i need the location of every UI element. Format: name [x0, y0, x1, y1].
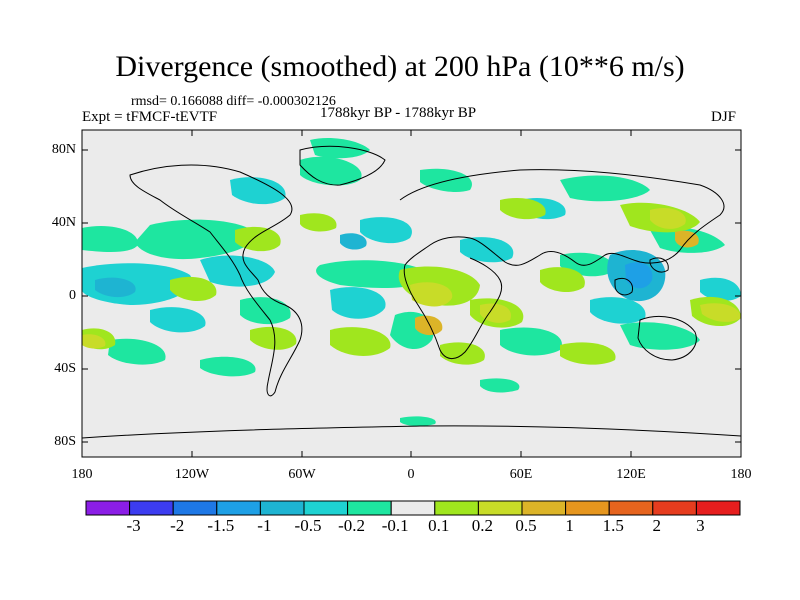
colorbar-swatch	[172, 500, 218, 516]
colorbar-label: -0.1	[381, 516, 409, 535]
colorbar-swatch	[434, 500, 479, 516]
colorbar-label: 0.5	[515, 516, 537, 535]
colorbar-label: -1	[257, 516, 272, 535]
y-axis-ticks	[82, 149, 741, 443]
stats-text: rmsd= 0.166088 diff= -0.000302126	[131, 94, 336, 109]
period-label: 1788kyr BP - 1788kyr BP	[320, 105, 477, 121]
colorbar-swatch	[695, 500, 741, 516]
colorbar-swatch	[565, 500, 610, 516]
colorbar-swatch	[652, 500, 697, 516]
lon-label-120w: 120W	[174, 467, 210, 482]
lon-label-0: 0	[407, 467, 415, 482]
lat-label-40n: 40N	[51, 215, 76, 230]
colorbar-swatch	[303, 500, 349, 516]
experiment-label: Expt = tFMCF-tEVTF	[82, 109, 218, 125]
colorbar-label: 0.1	[428, 516, 450, 535]
x-axis-ticks	[191, 130, 632, 457]
lon-label-180e: 180	[730, 467, 752, 482]
season-label: DJF	[711, 109, 737, 125]
colorbar-label: -0.2	[338, 516, 366, 535]
lon-label-120e: 120E	[616, 467, 646, 482]
lon-label-180w: 180	[71, 467, 93, 482]
colorbar-swatch	[347, 500, 392, 516]
colorbar-label: -1.5	[207, 516, 235, 535]
colorbar	[85, 500, 741, 516]
coastlines	[82, 145, 741, 439]
colorbar-label: -3	[126, 516, 141, 535]
colorbar-swatch	[259, 500, 305, 516]
colorbar-swatch	[477, 500, 523, 516]
colorbar-label: -0.5	[294, 516, 322, 535]
colorbar-swatch	[608, 500, 654, 516]
colorbar-label: 1	[565, 516, 574, 535]
lat-label-80s: 80S	[54, 434, 76, 449]
positive-contours-mid	[82, 207, 741, 349]
lon-label-60e: 60E	[509, 467, 533, 482]
colorbar-label: 3	[696, 516, 705, 535]
lon-label-60w: 60W	[288, 467, 316, 482]
lat-label-0: 0	[69, 288, 76, 303]
divergence-field	[82, 138, 741, 427]
colorbar-label: 0.2	[471, 516, 494, 535]
colorbar-swatch	[390, 500, 436, 516]
colorbar-swatch	[521, 500, 567, 516]
colorbar-swatch	[129, 500, 174, 516]
colorbar-label: 1.5	[602, 516, 624, 535]
colorbar-label: -2	[170, 516, 185, 535]
negative-contours-peak	[625, 262, 653, 289]
colorbar-label: 2	[652, 516, 662, 535]
figure-title: Divergence (smoothed) at 200 hPa (10**6 …	[115, 50, 685, 83]
lat-label-40s: 40S	[54, 361, 76, 376]
lat-label-80n: 80N	[51, 142, 76, 157]
colorbar-swatch	[85, 500, 131, 516]
colorbar-swatch	[216, 500, 261, 516]
